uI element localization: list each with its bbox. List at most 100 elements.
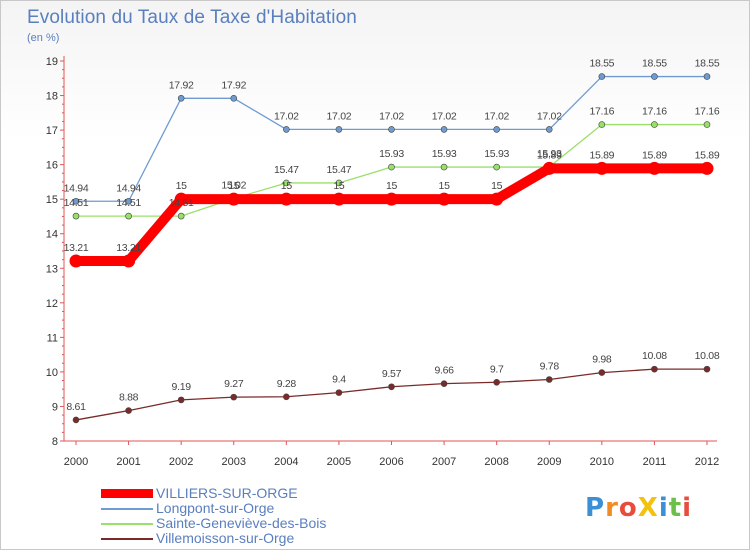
x-tick-label: 2010 [590,456,614,468]
y-tick-label: 17 [46,125,58,137]
y-tick-label: 16 [46,160,58,172]
y-tick-label: 13 [46,263,58,275]
x-tick-label: 2005 [327,456,351,468]
data-point [440,126,448,133]
data-label: 17.16 [695,106,720,118]
data-label: 8.88 [119,392,139,404]
data-label: 10.08 [642,350,667,362]
y-tick-label: 10 [46,367,58,379]
data-point [335,179,343,187]
legend-label: Longpont-sur-Orge [156,500,275,516]
data-label: 17.02 [537,110,562,122]
data-point [700,161,714,175]
x-tick-label: 2006 [379,456,403,468]
x-tick-label: 2000 [64,456,88,468]
chart-title: Evolution du Taux de Taxe d'Habitation [27,7,357,28]
data-point [440,380,448,387]
data-point [125,197,132,205]
data-label: 15.47 [274,164,299,176]
data-point [545,376,553,383]
data-point [651,73,658,80]
data-point [332,192,346,206]
x-tick-label: 2009 [537,456,561,468]
data-point [283,179,290,187]
data-point [177,396,185,404]
data-label: 17.02 [432,110,457,122]
data-point [598,73,606,80]
data-label: 9.98 [592,354,612,366]
data-point [598,369,606,376]
data-label: 14.51 [116,197,141,209]
data-point [542,161,556,175]
data-point [174,192,188,206]
data-label: 8.61 [66,401,86,413]
data-point [227,192,241,206]
data-label: 10.08 [695,350,720,362]
x-tick-label: 2001 [116,456,140,468]
data-point [595,161,609,175]
data-point [230,393,238,401]
data-label: 14.94 [116,182,141,194]
data-point [651,365,658,373]
data-point [651,121,658,128]
data-label: 15 [439,180,451,192]
data-label: 14.94 [64,182,89,194]
data-label: 13.21 [116,242,141,254]
data-point [440,163,448,171]
data-label: 15 [491,180,503,192]
data-label: 18.55 [695,58,720,70]
data-label: 15.93 [484,148,509,160]
data-point [279,192,293,206]
proxiti-logo: ProXiti [585,493,693,523]
data-point [437,192,451,206]
legend-label: VILLIERS-SUR-ORGE [156,485,298,501]
data-label: 15 [333,180,345,192]
data-point [283,126,290,133]
data-point [125,407,132,414]
data-label: 9.4 [332,374,346,386]
data-label: 9.27 [224,378,244,390]
y-tick-label: 19 [46,56,58,68]
data-label: 15 [228,180,240,192]
data-label: 13.21 [64,242,89,254]
legend-swatch [101,523,153,525]
data-point [703,121,711,128]
data-label: 14.51 [169,197,194,209]
legend-label: Sainte-Geneviève-des-Bois [156,515,327,531]
data-point [388,163,395,171]
x-tick-label: 2008 [484,456,508,468]
data-point [230,95,238,102]
data-point [177,212,185,220]
data-label: 15.89 [642,149,667,161]
data-point [598,121,606,128]
data-label: 17.02 [379,110,404,122]
y-tick-label: 15 [46,194,58,206]
data-label: 15.89 [537,149,562,161]
data-label: 17.16 [589,106,614,118]
data-label: 17.16 [642,106,667,118]
data-label: 15 [176,180,188,192]
data-label: 17.02 [327,110,352,122]
y-tick-label: 11 [47,332,58,344]
x-tick-label: 2012 [695,456,719,468]
data-label: 9.19 [172,381,192,393]
data-label: 15.02 [221,179,246,191]
data-point [703,365,711,373]
data-label: 18.55 [642,58,667,70]
data-label: 9.7 [490,363,504,375]
data-point [69,254,83,268]
x-tick-label: 2004 [274,456,298,468]
data-point [72,212,80,220]
data-label: 15.89 [589,149,614,161]
data-point [72,416,80,424]
data-point [493,378,500,386]
data-point [493,163,500,171]
data-point [385,192,398,206]
data-label: 18.55 [589,58,614,70]
data-label: 15.93 [432,148,457,160]
x-tick-label: 2003 [222,456,246,468]
legend-swatch [101,538,153,540]
data-label: 15.93 [537,148,562,160]
